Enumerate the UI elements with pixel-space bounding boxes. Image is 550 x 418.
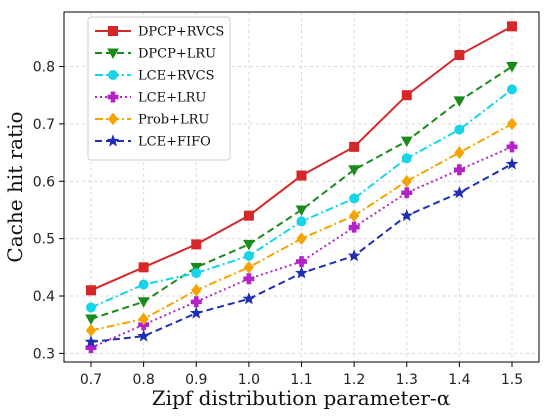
data-point <box>348 209 360 222</box>
legend-marker <box>107 112 119 126</box>
data-point <box>453 96 466 107</box>
x-tick-label: 1.4 <box>448 372 470 388</box>
data-point <box>401 90 412 101</box>
data-point <box>191 283 202 297</box>
y-tick-label: 0.6 <box>33 174 55 190</box>
data-point <box>191 268 202 279</box>
data-point <box>401 153 412 164</box>
data-point <box>295 205 308 216</box>
series-dpcp-lru <box>85 62 518 325</box>
data-point <box>191 239 202 250</box>
y-tick-label: 0.7 <box>33 117 55 133</box>
data-point <box>506 117 518 131</box>
data-point <box>348 221 360 233</box>
series-dpcp-rvcs <box>86 21 517 296</box>
x-tick-label: 1.1 <box>290 372 312 388</box>
data-point <box>506 141 518 153</box>
series-line <box>90 145 513 349</box>
legend-entry: LCE+FIFO <box>95 134 211 150</box>
legend-marker <box>106 134 120 147</box>
data-point <box>190 262 203 274</box>
legend-label: DPCP+RVCS <box>138 25 224 40</box>
data-point <box>454 124 465 135</box>
data-point <box>137 329 151 342</box>
series-lce-rvcs <box>86 84 517 313</box>
data-point <box>189 306 203 319</box>
x-tick-label: 1.5 <box>501 372 523 388</box>
data-point <box>190 296 202 308</box>
x-tick-label: 1.0 <box>238 372 260 388</box>
data-point <box>453 164 465 176</box>
data-point <box>507 84 517 95</box>
legend-marker <box>108 26 118 36</box>
series-line <box>90 65 513 320</box>
x-tick-label: 0.9 <box>185 372 207 388</box>
data-point <box>138 312 149 326</box>
legend-label: LCE+RVCS <box>138 69 215 84</box>
legend-marker <box>107 48 119 60</box>
data-point <box>243 250 254 261</box>
legend-label: LCE+LRU <box>138 91 206 106</box>
data-point <box>242 292 256 305</box>
data-point <box>84 335 98 348</box>
data-point <box>243 261 255 274</box>
x-tick-label: 0.8 <box>132 372 154 388</box>
data-point <box>400 136 413 148</box>
data-point <box>348 165 360 176</box>
data-point <box>401 174 412 188</box>
series-prob-lru <box>85 117 518 337</box>
x-tick-label: 0.7 <box>80 372 102 388</box>
y-tick-label: 0.4 <box>33 289 55 305</box>
data-point <box>507 21 517 32</box>
x-axis-title: Zipf distribution parameter-α <box>152 386 450 410</box>
data-point <box>347 249 361 262</box>
data-point <box>85 324 97 337</box>
data-point <box>296 216 307 227</box>
data-point <box>505 157 519 170</box>
data-point <box>454 50 465 61</box>
data-point <box>295 266 308 279</box>
data-point <box>401 187 413 199</box>
y-tick-label: 0.3 <box>33 346 55 362</box>
legend-entry: LCE+LRU <box>95 91 206 106</box>
legend-entry: DPCP+LRU <box>95 47 216 62</box>
data-point <box>86 302 96 313</box>
series-layer <box>84 21 519 354</box>
data-point <box>349 141 360 152</box>
data-point <box>243 273 255 285</box>
legend-entry: DPCP+RVCS <box>95 25 224 40</box>
data-point <box>452 186 466 199</box>
data-point <box>454 146 465 159</box>
y-tick-label: 0.5 <box>33 232 55 248</box>
data-point <box>400 208 414 222</box>
data-point <box>296 170 307 181</box>
x-tick-label: 1.2 <box>343 372 365 388</box>
y-tick-label: 0.8 <box>33 60 55 76</box>
data-point <box>243 210 254 221</box>
x-tick-label: 1.3 <box>396 372 418 388</box>
legend-label: DPCP+LRU <box>138 47 216 62</box>
data-point <box>296 256 307 268</box>
data-point <box>349 193 360 204</box>
legend-entry: Prob+LRU <box>95 113 209 128</box>
data-point <box>85 314 97 325</box>
y-axis-ticks: 0.3 0.4 0.5 0.6 0.7 0.8 <box>33 60 64 362</box>
data-point <box>138 279 149 290</box>
series-lce-fifo <box>84 157 519 348</box>
y-axis-title: Cache hit ratio <box>3 111 27 262</box>
legend-label: LCE+FIFO <box>138 135 211 150</box>
data-point <box>86 285 96 296</box>
data-point <box>243 239 255 251</box>
data-point <box>296 232 307 245</box>
data-point <box>137 297 150 308</box>
data-point <box>506 62 518 73</box>
legend-marker <box>107 91 119 103</box>
legend: DPCP+RVCS DPCP+LRU LCE+RVCS LCE+LRU Prob+LRU… <box>87 16 231 161</box>
legend-marker <box>108 70 118 80</box>
data-point <box>138 262 149 273</box>
x-axis-ticks: 0.7 0.8 0.9 1.0 1.1 1.2 1.3 1.4 1.5 <box>80 362 523 388</box>
legend-entry: LCE+RVCS <box>95 69 215 84</box>
legend-label: Prob+LRU <box>138 113 209 128</box>
